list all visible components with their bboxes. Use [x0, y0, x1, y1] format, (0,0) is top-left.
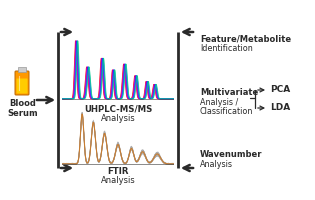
Text: Feature/Metabolite: Feature/Metabolite	[200, 34, 291, 43]
Text: Multivariate: Multivariate	[200, 88, 258, 97]
Text: LDA: LDA	[270, 104, 290, 112]
Text: Analysis: Analysis	[200, 160, 233, 169]
Text: Identification: Identification	[200, 44, 253, 53]
Text: Analysis /: Analysis /	[200, 98, 238, 107]
Text: PCA: PCA	[270, 86, 290, 95]
Text: Wavenumber: Wavenumber	[200, 150, 262, 159]
Text: Analysis: Analysis	[100, 176, 135, 185]
Bar	[18, 67, 26, 72]
Text: Classification: Classification	[200, 107, 253, 116]
Text: UHPLC-MS/MS: UHPLC-MS/MS	[84, 105, 152, 114]
FancyBboxPatch shape	[16, 78, 27, 94]
Text: Blood
Serum: Blood Serum	[8, 99, 38, 118]
FancyBboxPatch shape	[15, 71, 29, 95]
Text: FTIR: FTIR	[107, 167, 129, 176]
Text: Analysis: Analysis	[100, 114, 135, 123]
